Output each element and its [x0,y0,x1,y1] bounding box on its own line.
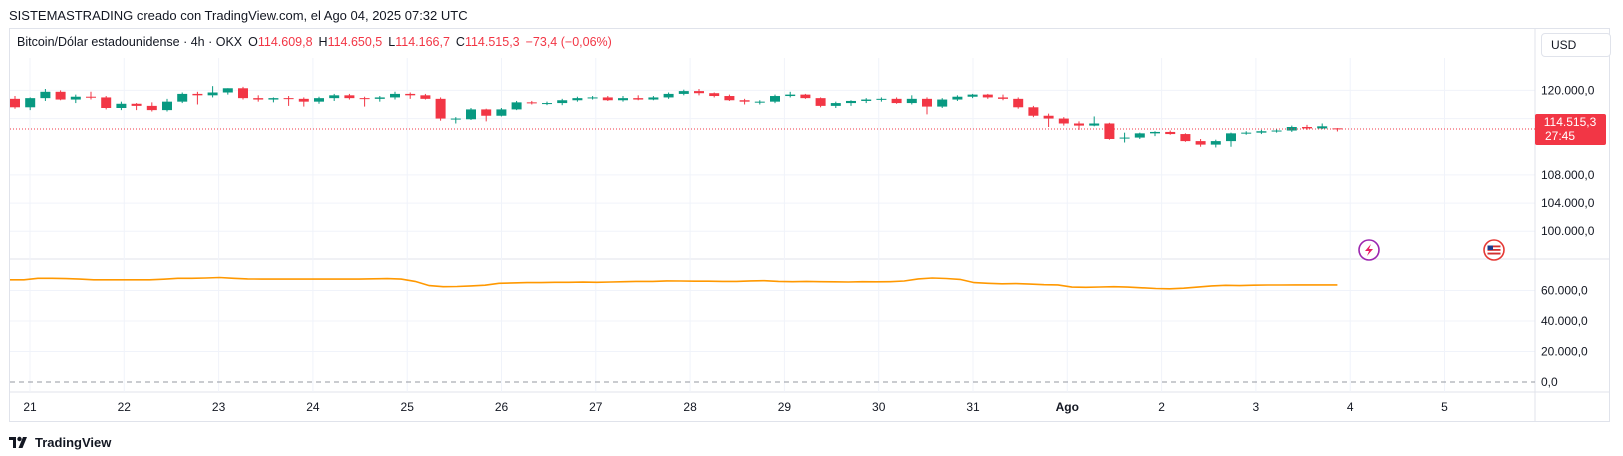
tradingview-logo-icon [9,436,27,448]
low-label: L [388,35,396,49]
ohlc-legend: Bitcoin/Dólar estadounidense · 4h · OKX O… [17,35,612,49]
chart-frame [9,28,1610,422]
high-label: H [318,35,328,49]
currency-selector[interactable]: USD [1541,33,1611,57]
open-label: O [248,35,258,49]
tradingview-logo[interactable]: TradingView [9,433,111,451]
open-value: 114.609,8 [257,35,313,49]
tradingview-logo-text: TradingView [35,434,112,450]
close-label: C [455,35,465,49]
chart-credit: SISTEMASTRADING creado con TradingView.c… [9,8,468,23]
close-value: 114.515,3 [464,35,520,49]
change-value: −73,4 (−0,06%) [525,35,612,49]
high-value: 114.650,5 [327,35,383,49]
symbol-label[interactable]: Bitcoin/Dólar estadounidense · 4h · OKX [17,35,243,49]
low-value: 114.166,7 [395,35,450,49]
